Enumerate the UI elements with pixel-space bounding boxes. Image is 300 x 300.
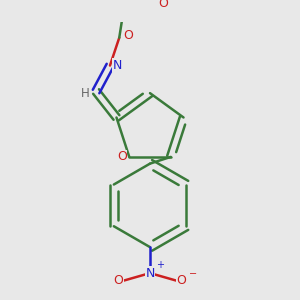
Text: H: H [81,87,89,100]
Text: O: O [177,274,187,287]
Text: O: O [158,0,168,10]
Text: +: + [157,260,164,269]
Text: −: − [189,269,197,279]
Text: O: O [117,150,127,164]
Text: N: N [145,267,155,280]
Text: O: O [113,274,123,287]
Text: O: O [124,29,134,42]
Text: N: N [113,59,122,72]
